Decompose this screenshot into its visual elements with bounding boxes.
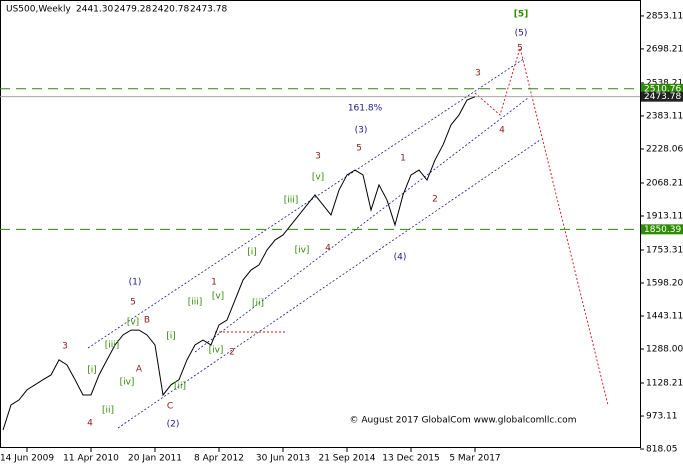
wave-label: 2 bbox=[229, 348, 235, 358]
wave-label: [i] bbox=[247, 248, 257, 258]
wave-label: 5 bbox=[130, 298, 136, 308]
wave-label: 4 bbox=[499, 126, 505, 136]
wave-label: [ii] bbox=[102, 406, 114, 416]
ohlc-value: 2441.30 bbox=[76, 5, 113, 15]
price-line bbox=[2, 96, 476, 431]
channel-line bbox=[117, 139, 541, 429]
wave-label: (4) bbox=[394, 253, 407, 263]
x-tick-label: 11 Apr 2010 bbox=[63, 454, 119, 464]
ohlc-value: 2479.28 bbox=[114, 5, 151, 15]
ohlc-value: 2473.78 bbox=[190, 5, 227, 15]
projection bbox=[215, 46, 609, 406]
wave-label: 2 bbox=[432, 195, 438, 205]
wave-label: (5) bbox=[515, 29, 528, 39]
y-tick-label: 973.11 bbox=[646, 412, 678, 422]
wave-label: C bbox=[167, 402, 173, 412]
wave-label: 4 bbox=[325, 244, 331, 254]
wave-label: [ii] bbox=[252, 299, 264, 309]
y-tick-label: 2068.21 bbox=[646, 178, 683, 188]
wave-label: (2) bbox=[167, 420, 180, 430]
wave-label: (1) bbox=[129, 278, 142, 288]
wave-label: 4 bbox=[87, 419, 93, 429]
y-tick-label: 1288.00 bbox=[646, 345, 683, 355]
wave-label: [iv] bbox=[295, 246, 310, 256]
level-label-box bbox=[641, 83, 683, 94]
wave-label: 1 bbox=[211, 278, 217, 288]
wave-label: (3) bbox=[355, 126, 368, 136]
y-tick-label: 1753.31 bbox=[646, 245, 683, 255]
wave-label: [iv] bbox=[120, 378, 135, 388]
wave-label: [i] bbox=[166, 332, 176, 342]
wave-label: [v] bbox=[212, 292, 224, 302]
x-tick-label: 20 Jan 2011 bbox=[128, 454, 182, 464]
wave-label: [iii] bbox=[284, 196, 299, 206]
wave-label: 5 bbox=[517, 44, 523, 54]
ohlc-value: 2420.78 bbox=[152, 5, 189, 15]
x-tick-label: 5 Mar 2017 bbox=[449, 454, 500, 464]
projection-line bbox=[474, 46, 609, 406]
wave-label: [i] bbox=[87, 366, 97, 376]
last-price-label: 2473.78 bbox=[644, 92, 681, 102]
wave-label: [v] bbox=[312, 173, 324, 183]
plot-frame bbox=[0, 0, 641, 448]
y-tick-label: 2698.21 bbox=[646, 44, 683, 54]
y-tick-label: 2538.21 bbox=[646, 78, 683, 88]
y-tick-label: 1913.11 bbox=[646, 211, 683, 221]
wave-label: [ii] bbox=[174, 382, 186, 392]
channels bbox=[87, 57, 541, 429]
wave-label: [iii] bbox=[105, 341, 120, 351]
last-price-box bbox=[641, 91, 683, 102]
x-tick-label: 30 Jun 2013 bbox=[256, 454, 310, 464]
level-label: 2510.76 bbox=[644, 84, 681, 94]
wave-label: B bbox=[144, 316, 150, 326]
wave-label: 3 bbox=[62, 342, 68, 352]
y-tick-label: 2383.11 bbox=[646, 111, 683, 121]
y-tick-label: 2853.11 bbox=[646, 11, 683, 21]
x-tick-label: 21 Sep 2014 bbox=[318, 454, 375, 464]
wave-label: [5] bbox=[514, 10, 529, 20]
x-tick-label: 8 Apr 2012 bbox=[194, 454, 244, 464]
y-tick-label: 1443.11 bbox=[646, 312, 683, 322]
wave-label: [iv] bbox=[209, 346, 224, 356]
level-label: 1850.39 bbox=[644, 225, 681, 235]
level-label-box bbox=[641, 224, 683, 235]
wave-label: [v] bbox=[127, 318, 139, 328]
wave-label: 3 bbox=[315, 152, 321, 162]
y-tick-label: 1128.21 bbox=[646, 379, 683, 389]
wave-label: A bbox=[136, 365, 143, 375]
symbol: US500,Weekly bbox=[6, 5, 71, 15]
y-tick-label: 818.05 bbox=[646, 445, 678, 455]
y-tick-label: 2228.06 bbox=[646, 144, 683, 154]
wave-label: 1 bbox=[400, 154, 406, 164]
wave-label: [iii] bbox=[188, 298, 203, 308]
wave-label: 161.8% bbox=[348, 104, 383, 114]
wave-label: 5 bbox=[356, 144, 362, 154]
channel-line bbox=[87, 57, 526, 349]
channel-line bbox=[194, 97, 529, 353]
y-tick-label: 1598.20 bbox=[646, 279, 683, 289]
x-tick-label: 13 Dec 2015 bbox=[382, 454, 440, 464]
copyright: © August 2017 GlobalCom www.globalcomllc… bbox=[350, 416, 577, 426]
x-tick-label: 14 Jun 2009 bbox=[0, 454, 54, 464]
wave-label: 3 bbox=[475, 69, 481, 79]
